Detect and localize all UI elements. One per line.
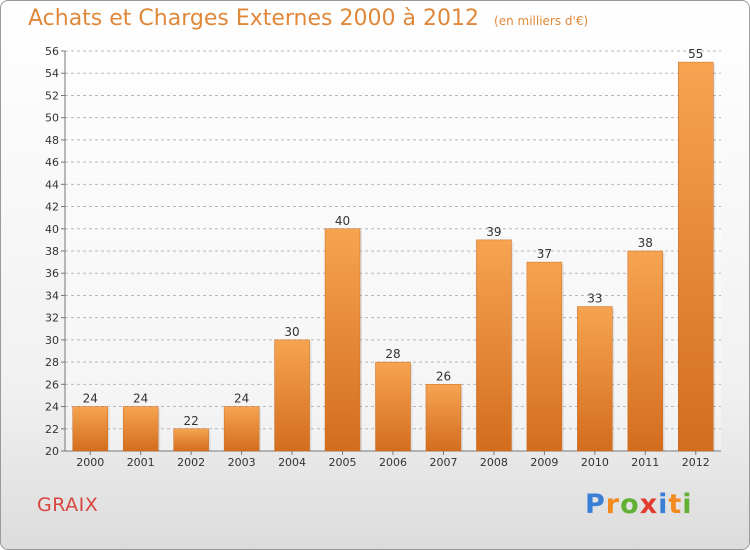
x-tick-label: 2002 — [177, 456, 205, 469]
x-tick-label: 2003 — [228, 456, 256, 469]
bar — [678, 61, 714, 452]
x-tick-label: 2005 — [329, 456, 357, 469]
bar — [425, 384, 462, 452]
bar-value-label: 22 — [184, 414, 199, 428]
brand-letter: i — [658, 489, 669, 520]
y-tick-label: 46 — [45, 156, 59, 169]
y-tick-label: 42 — [45, 201, 59, 214]
brand-letter: i — [682, 489, 693, 520]
y-tick-label: 50 — [45, 112, 59, 125]
bar-value-label: 26 — [436, 369, 451, 383]
bar — [122, 406, 159, 452]
brand-logo: Proxiti — [585, 489, 693, 520]
bar — [173, 428, 209, 452]
x-tick-label: 2010 — [581, 456, 609, 469]
place-name: GRAIX — [37, 494, 99, 516]
bar-value-label: 30 — [284, 325, 299, 339]
bar-value-label: 37 — [537, 247, 552, 261]
x-tick-label: 2008 — [480, 456, 508, 469]
y-tick-label: 30 — [45, 334, 59, 347]
x-tick-label: 2009 — [530, 456, 558, 469]
bar-value-label: 39 — [486, 225, 501, 239]
bar — [223, 406, 260, 452]
bar-value-label: 38 — [638, 236, 653, 250]
y-tick-label: 36 — [45, 267, 59, 280]
bar — [375, 361, 411, 452]
bar-value-label: 55 — [688, 47, 703, 61]
chart-title-block: Achats et Charges Externes 2000 à 2012 (… — [28, 6, 588, 31]
bar — [526, 261, 563, 452]
bar-value-label: 24 — [234, 392, 249, 406]
y-tick-label: 22 — [45, 423, 59, 436]
y-tick-label: 54 — [45, 67, 59, 80]
chart-title: Achats et Charges Externes 2000 à 2012 — [28, 6, 479, 31]
y-tick-label: 52 — [45, 89, 59, 102]
bar-value-label: 24 — [133, 392, 148, 406]
bar — [577, 306, 613, 452]
y-tick-label: 44 — [45, 178, 59, 191]
x-tick-label: 2011 — [631, 456, 659, 469]
bar — [324, 228, 361, 452]
y-tick-label: 34 — [45, 289, 59, 302]
bar-value-label: 28 — [385, 347, 400, 361]
y-tick-label: 24 — [45, 401, 59, 414]
y-tick-label: 40 — [45, 223, 59, 236]
bar-value-label: 24 — [83, 392, 98, 406]
brand-letter: r — [605, 489, 621, 520]
x-tick-label: 2006 — [379, 456, 407, 469]
x-tick-label: 2000 — [76, 456, 104, 469]
chart-unit: (en milliers d'€) — [494, 14, 589, 28]
x-tick-label: 2001 — [127, 456, 155, 469]
y-tick-label: 56 — [45, 45, 59, 58]
x-tick-label: 2007 — [429, 456, 457, 469]
y-tick-label: 38 — [45, 245, 59, 258]
brand-letter: t — [668, 489, 683, 520]
y-tick-label: 26 — [45, 378, 59, 391]
x-tick-label: 2004 — [278, 456, 306, 469]
y-tick-label: 20 — [45, 445, 59, 458]
y-tick-label: 48 — [45, 134, 59, 147]
bar-value-label: 40 — [335, 214, 350, 228]
bar-value-label: 33 — [587, 292, 602, 306]
bar — [627, 250, 664, 452]
y-tick-label: 28 — [45, 356, 59, 369]
brand-letter: P — [585, 489, 606, 520]
bar — [72, 406, 108, 452]
bar — [274, 339, 310, 452]
y-tick-label: 32 — [45, 312, 59, 325]
brand-letter: o — [620, 489, 640, 520]
bar — [476, 239, 512, 452]
brand-letter: x — [639, 489, 659, 520]
x-tick-label: 2012 — [682, 456, 710, 469]
